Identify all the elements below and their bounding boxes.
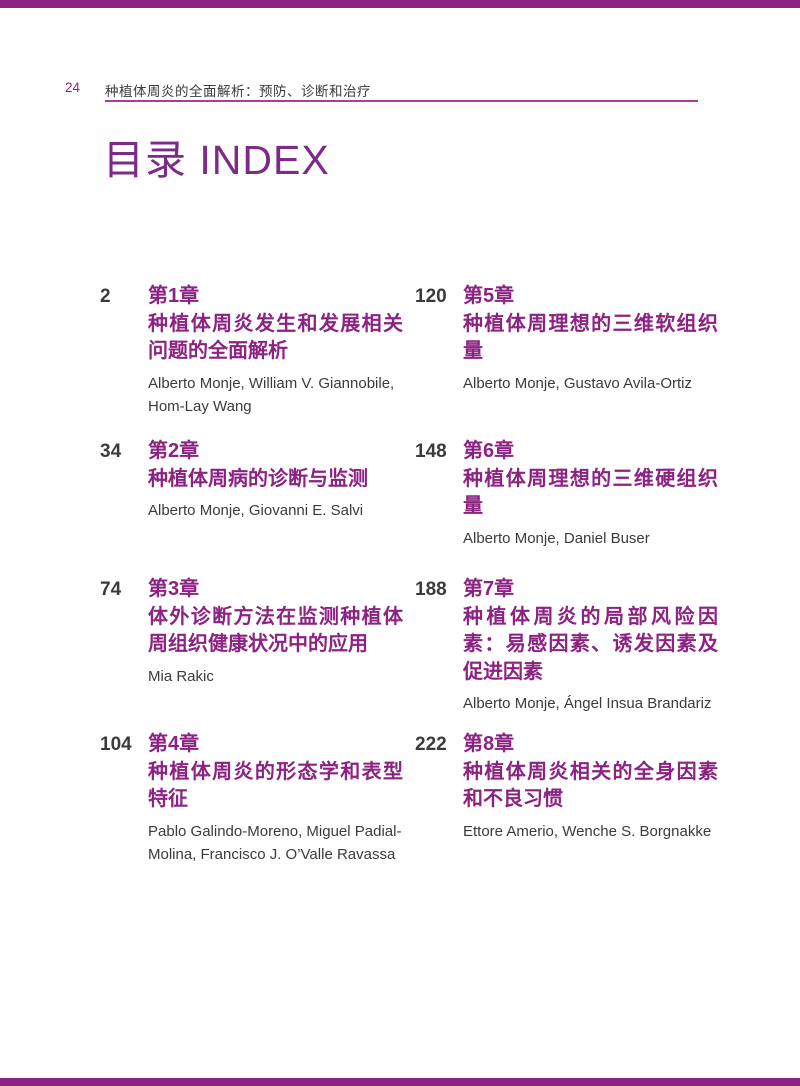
entry-authors: Alberto Monje, Giovanni E. Salvi [148, 502, 364, 519]
entry-chapter-label: 第3章 [148, 578, 200, 600]
header-running-title: 种植体周炎的全面解析：预防、诊断和治疗 [105, 84, 371, 99]
entry-page-number: 120 [415, 286, 447, 307]
entry-chapter-label: 第7章 [463, 578, 515, 600]
entry-page-number: 188 [415, 579, 447, 600]
entry-chapter-label: 第2章 [148, 440, 200, 462]
entry-chapter-label: 第8章 [463, 733, 515, 755]
entry-chapter-label: 第6章 [463, 440, 515, 462]
toc-grid: 2 第1章 种植体周炎发生和发展相关问题的全面解析 Alberto Monje,… [100, 283, 720, 867]
toc-entry-chapter-6: 148 第6章 种植体周理想的三维硬组织量 Alberto Monje, Dan… [415, 438, 720, 576]
toc-entry-chapter-3: 74 第3章 体外诊断方法在监测种植体周组织健康状况中的应用 Mia Rakic [100, 576, 415, 731]
entry-authors: Alberto Monje, Gustavo Avila-Ortiz [463, 374, 692, 392]
toc-entry-chapter-7: 188 第7章 种植体周炎的局部风险因素：易感因素、诱发因素及促进因素 Albe… [415, 576, 720, 731]
entry-authors: Alberto Monje, Ángel Insua Brandariz [463, 695, 712, 712]
entry-page-number: 74 [100, 579, 122, 600]
entry-page-number: 148 [415, 441, 447, 462]
entry-page-number: 104 [100, 734, 132, 755]
toc-entry-chapter-4: 104 第4章 种植体周炎的形态学和表型特征 Pablo Galindo-Mor… [100, 731, 415, 867]
entry-page-number: 222 [415, 734, 447, 755]
entry-chapter-title: 种植体周理想的三维软组织量 [463, 312, 718, 363]
entry-authors: Ettore Amerio, Wenche S. Borgnakke [463, 822, 712, 840]
bottom-accent-bar [0, 1078, 800, 1086]
entry-chapter-label: 第4章 [148, 733, 200, 755]
header-rule [105, 100, 698, 102]
entry-chapter-title: 种植体周炎的形态学和表型特征 [148, 760, 403, 811]
entry-page-number: 34 [100, 441, 122, 462]
toc-entry-chapter-8: 222 第8章 种植体周炎相关的全身因素和不良习惯 Ettore Amerio,… [415, 731, 720, 867]
entry-chapter-title: 体外诊断方法在监测种植体周组织健康状况中的应用 [148, 605, 403, 656]
entry-page-number: 2 [100, 286, 111, 307]
entry-authors: Mia Rakic [148, 667, 214, 685]
entry-authors: Alberto Monje, Daniel Buser [463, 529, 650, 547]
toc-entry-chapter-1: 2 第1章 种植体周炎发生和发展相关问题的全面解析 Alberto Monje,… [100, 283, 415, 438]
toc-entry-chapter-2: 34 第2章 种植体周病的诊断与监测 Alberto Monje, Giovan… [100, 438, 415, 576]
entry-chapter-title: 种植体周炎相关的全身因素和不良习惯 [463, 760, 718, 811]
page-title: 目录 INDEX [103, 137, 330, 183]
entry-chapter-label: 第1章 [148, 285, 200, 307]
header-page-number: 24 [65, 80, 81, 95]
entry-chapter-title: 种植体周病的诊断与监测 [148, 467, 368, 490]
toc-entry-chapter-5: 120 第5章 种植体周理想的三维软组织量 Alberto Monje, Gus… [415, 283, 720, 438]
entry-chapter-title: 种植体周理想的三维硬组织量 [463, 467, 718, 518]
entry-chapter-label: 第5章 [463, 285, 515, 307]
entry-authors: Pablo Galindo-Moreno, Miguel Padial-Moli… [148, 822, 402, 864]
top-accent-bar [0, 0, 800, 8]
entry-authors: Alberto Monje, William V. Giannobile, Ho… [148, 374, 395, 416]
entry-chapter-title: 种植体周炎发生和发展相关问题的全面解析 [148, 312, 403, 363]
entry-chapter-title: 种植体周炎的局部风险因素：易感因素、诱发因素及促进因素 [463, 605, 718, 683]
